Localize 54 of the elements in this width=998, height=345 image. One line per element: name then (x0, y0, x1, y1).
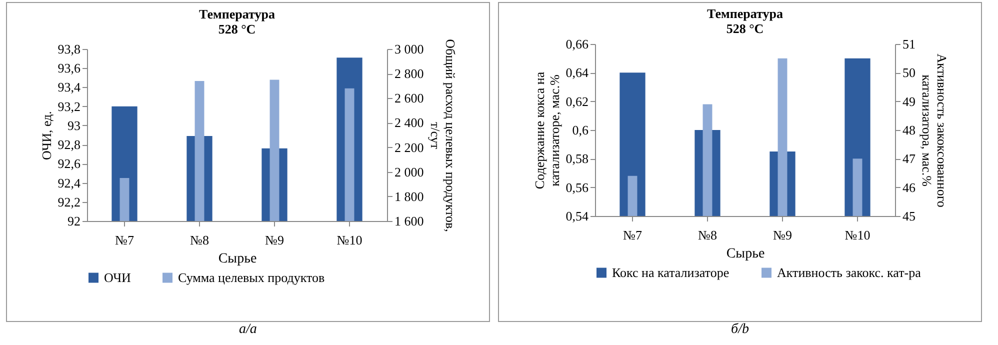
y-tick-label: 0,62 (566, 94, 588, 109)
y2-tick-label: 48 (902, 122, 916, 138)
y-tick-label: 93,2 (58, 98, 80, 114)
y2-tick-label: 47 (902, 151, 916, 166)
x-tick-label: №7 (623, 228, 642, 242)
y2-tick-label: 2 400 (394, 115, 424, 130)
y2-tick-label: 2 800 (394, 66, 424, 82)
chart-title: Температура 528 °C (199, 6, 276, 37)
y2-tick-label: 3 000 (394, 42, 424, 56)
y-tick-label: 0,64 (566, 65, 589, 80)
y-tick-label: 92 (68, 214, 80, 228)
y2-tick-label: 45 (902, 208, 916, 224)
y2-tick-label: 49 (902, 94, 916, 109)
y-tick-label: 0,66 (566, 36, 589, 52)
y-tick-label: 92,8 (58, 137, 80, 152)
y-tick-label: 0,6 (572, 122, 589, 138)
y2-tick-label: 46 (902, 180, 916, 195)
y-tick-label: 93,6 (58, 60, 81, 76)
y2-tick-label: 51 (902, 36, 916, 52)
chart-title: Температура 528 °C (707, 6, 784, 36)
y-tick-label: 0,56 (566, 180, 589, 195)
y2-tick-label: 2 600 (394, 90, 424, 106)
x-tick-label: №10 (336, 232, 362, 248)
x-tick-label: №7 (115, 232, 134, 248)
y-tick-label: 93,8 (58, 42, 80, 56)
y-axis-title: ОЧИ, ед. (38, 111, 54, 160)
y-tick-label: 0,58 (566, 151, 588, 166)
x-axis-title: Сырье (726, 246, 765, 262)
text: а/a (238, 322, 258, 338)
y2-axis-title: Активность закоксованного катализатора, мас.% (920, 54, 950, 208)
y2-tick-label: 2 000 (394, 164, 424, 180)
y-tick-label: 0,54 (566, 208, 589, 224)
x-tick-label: №8 (698, 228, 717, 242)
legend-label: Сумма целевых продуктов (178, 270, 325, 285)
y2-tick-label: 1 600 (394, 214, 424, 228)
y-tick-label: 92,6 (58, 156, 81, 172)
x-tick-label: №9 (265, 232, 284, 248)
y2-tick-label: 1 800 (394, 188, 424, 204)
y2-tick-label: 2 200 (394, 140, 424, 155)
legend-label: ОЧИ (104, 270, 131, 285)
x-tick-label: №9 (773, 228, 792, 242)
y-tick-label: 93 (68, 118, 80, 133)
y2-axis-title: Общий расход целевых продуктов, т/сут (428, 39, 458, 232)
legend-label: Активность закокс. кат-ра (777, 264, 922, 280)
y-tick-label: 93,4 (58, 80, 81, 95)
text: б/b (730, 322, 750, 338)
x-tick-label: №10 (844, 228, 870, 242)
y2-tick-label: 50 (902, 65, 916, 80)
y-axis-title: Содержание кокса на катализаторе, мас.% (532, 72, 562, 190)
x-axis-title: Сырье (218, 252, 257, 266)
y-tick-label: 92,4 (58, 175, 81, 190)
y-tick-label: 92,2 (58, 194, 80, 210)
x-tick-label: №8 (190, 232, 209, 248)
legend-label: Кокс на катализаторе (612, 264, 730, 280)
